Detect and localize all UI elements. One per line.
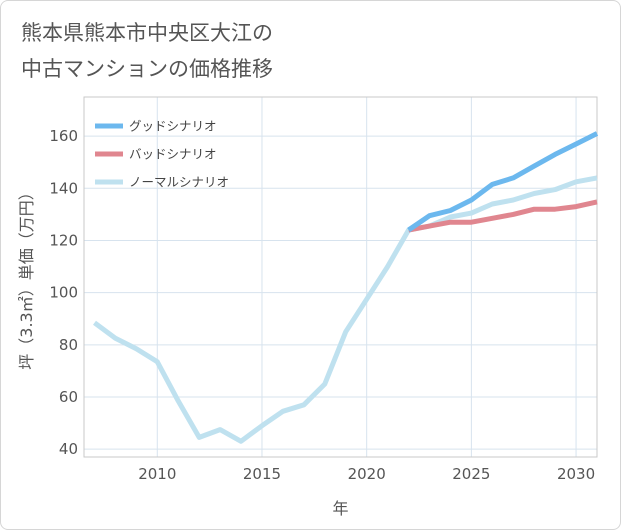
grid bbox=[84, 97, 597, 457]
chart-title-line-1: 熊本県熊本市中央区大江の bbox=[21, 21, 273, 45]
x-tick-label: 2030 bbox=[557, 465, 595, 483]
y-tick-label: 60 bbox=[59, 388, 78, 406]
legend-label-2: ノーマルシナリオ bbox=[129, 175, 229, 190]
plot-frame bbox=[83, 96, 598, 458]
legend-label-0: グッドシナリオ bbox=[129, 119, 217, 134]
legend-label-1: バッドシナリオ bbox=[129, 147, 217, 162]
y-tick-label: 140 bbox=[49, 179, 78, 197]
tick-labels: 40 60 80 100 120 140 160 2010 2015 2020 2025 2030 bbox=[49, 127, 595, 483]
x-tick-label: 2025 bbox=[452, 465, 490, 483]
series-line-0 bbox=[407, 131, 599, 233]
y-tick-label: 100 bbox=[49, 284, 78, 302]
y-tick-label: 160 bbox=[49, 127, 78, 145]
y-tick-label: 40 bbox=[59, 440, 78, 458]
x-tick-label: 2020 bbox=[348, 465, 386, 483]
chart-title: 熊本県熊本市中央区大江の 中古マンションの価格推移 bbox=[21, 15, 581, 87]
series-line-1 bbox=[408, 199, 598, 233]
chart-title-line-2: 中古マンションの価格推移 bbox=[21, 57, 273, 81]
y-tick-label: 120 bbox=[49, 231, 78, 249]
series-lines bbox=[93, 131, 599, 444]
x-tick-label: 2010 bbox=[138, 465, 176, 483]
x-tick-label: 2015 bbox=[243, 465, 281, 483]
series-line-2 bbox=[93, 175, 598, 444]
x-axis-label: 年 bbox=[332, 499, 348, 518]
plot-border bbox=[83, 96, 598, 458]
y-tick-label: 80 bbox=[59, 336, 78, 354]
y-axis-label: 坪（3.3㎡）単価（万円） bbox=[17, 184, 36, 369]
